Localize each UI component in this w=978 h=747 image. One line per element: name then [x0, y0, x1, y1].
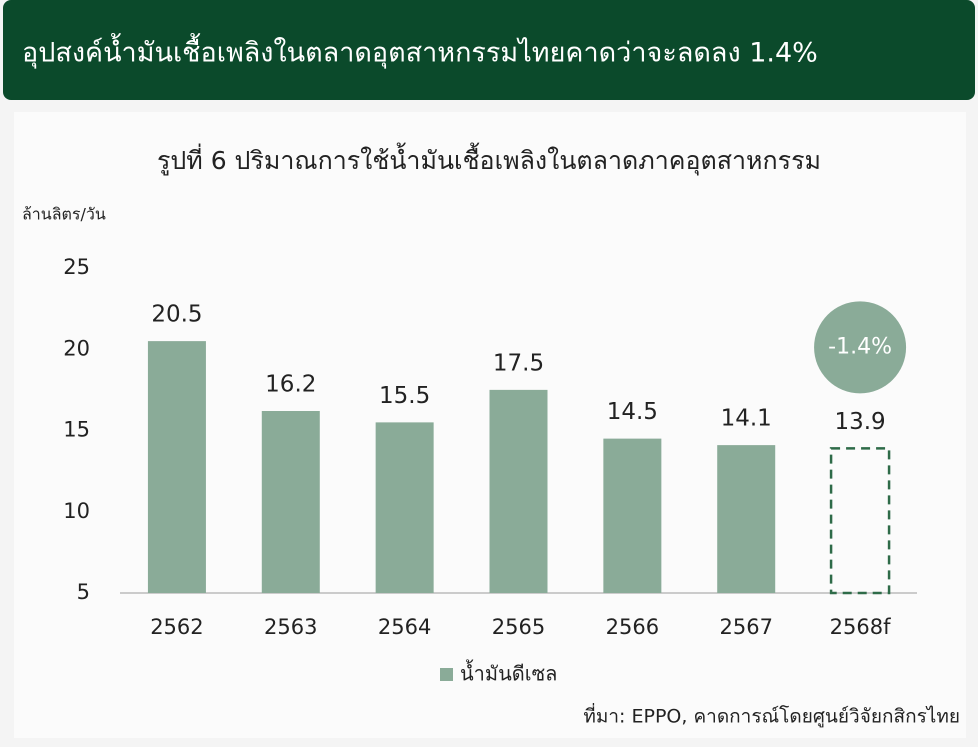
- chart-title: รูปที่ 6 ปริมาณการใช้น้ำมันเชื้อเพลิงในต…: [157, 142, 821, 176]
- x-tick-label: 2562: [150, 615, 203, 639]
- x-tick-label: 2563: [264, 615, 317, 639]
- x-tick-label: 2565: [492, 615, 545, 639]
- bar: [717, 445, 776, 593]
- y-tick-label: 10: [63, 499, 90, 523]
- annotation: -1.4%: [828, 334, 892, 359]
- bar: [147, 341, 206, 593]
- bar: [261, 411, 320, 593]
- source: ที่มา: EPPO, คาดการณ์โดยศูนย์วิจัยกสิกรไ…: [583, 703, 960, 728]
- value-label: 14.5: [607, 399, 658, 425]
- header-title: อุปสงค์น้ำมันเชื้อเพลิงในตลาดอุตสาหกรรมไ…: [22, 33, 818, 70]
- x-tick-label: 2564: [378, 615, 431, 639]
- legend-swatch: [440, 668, 453, 681]
- bar: [375, 422, 434, 593]
- y-tick-label: 5: [77, 580, 90, 604]
- header-band: [3, 0, 975, 100]
- forecast-bar: [829, 447, 891, 595]
- value-label: 16.2: [265, 372, 316, 398]
- y-tick-label: 25: [63, 255, 90, 279]
- y-tick-label: 20: [63, 336, 90, 360]
- bar: [603, 438, 662, 593]
- value-label: 13.9: [834, 409, 885, 435]
- bar: [489, 389, 548, 593]
- y-tick-label: 15: [63, 418, 90, 442]
- y-axis-label: ล้านลิตร/วัน: [22, 205, 106, 224]
- x-tick-label: 2568f: [830, 615, 891, 639]
- x-tick-label: 2566: [606, 615, 659, 639]
- value-label: 20.5: [151, 302, 202, 328]
- value-label: 15.5: [379, 383, 430, 409]
- annotation-circle: [814, 301, 907, 394]
- value-label: 14.1: [721, 406, 772, 432]
- value-label: 17.5: [493, 350, 544, 376]
- legend-label: น้ำมันดีเซล: [460, 660, 557, 686]
- x-tick-label: 2567: [719, 615, 772, 639]
